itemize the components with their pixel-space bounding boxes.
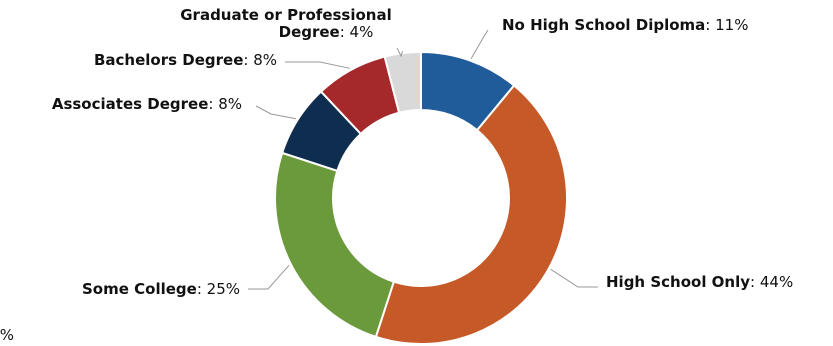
label-no-hs-diploma: No High School Diploma: 11% [502,16,748,34]
label-value-some-college: : 25% [197,280,240,298]
label-category-high-school-only: High School Only [606,273,750,291]
label-value-associates-degree: : 8% [208,95,242,113]
label-category-no-hs-diploma: No High School Diploma [502,16,705,34]
clipped-label-fragment: % [0,326,14,346]
label-category-bachelors-degree: Bachelors Degree [94,51,243,69]
label-value-graduate-degree: : 4% [340,23,374,41]
label-value-bachelors-degree: : 8% [243,51,277,69]
leader-line-graduate-degree [396,47,403,58]
leader-line-no-hs-diploma [470,29,489,59]
leader-line-high-school-only [550,268,598,288]
leader-line-some-college [248,264,290,290]
leader-line-bachelors-degree [285,61,350,69]
label-category-some-college: Some College [82,280,197,298]
label-value-no-hs-diploma: : 11% [705,16,748,34]
clipped-percent-text: % [0,326,14,344]
label-graduate-degree: Graduate or Professional Degree: 4% [180,6,392,41]
label-some-college: Some College: 25% [82,280,240,298]
slice-graduate-degree [383,50,422,114]
label-bachelors-degree: Bachelors Degree: 8% [94,51,277,69]
label-high-school-only: High School Only: 44% [606,273,793,291]
label-value-high-school-only: : 44% [750,273,793,291]
label-associates-degree: Associates Degree: 8% [52,95,242,113]
label-category-associates-degree: Associates Degree [52,95,209,113]
slice-some-college [274,151,396,339]
slice-high-school-only [374,84,568,345]
leader-line-associates-degree [255,105,297,120]
label-category-graduate-degree: Graduate or Professional [180,6,392,24]
label-category-graduate-degree: Degree [279,23,340,41]
